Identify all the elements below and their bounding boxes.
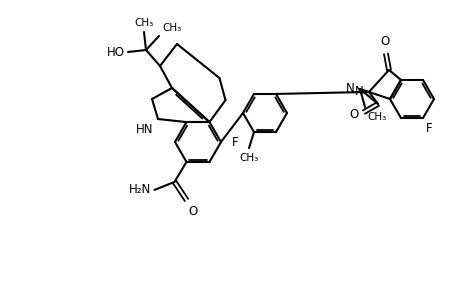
Text: CH₃: CH₃ [367,112,386,122]
Text: N: N [346,83,355,96]
Text: O: O [188,205,198,218]
Text: CH₃: CH₃ [239,153,259,163]
Text: HO: HO [107,45,125,58]
Text: CH₃: CH₃ [162,23,181,33]
Text: HN: HN [135,123,153,136]
Text: F: F [426,122,433,135]
Text: O: O [380,35,389,48]
Text: CH₃: CH₃ [135,18,153,28]
Text: H₂N: H₂N [129,183,152,196]
Text: N: N [355,86,364,99]
Text: O: O [350,107,359,120]
Text: F: F [232,135,239,148]
